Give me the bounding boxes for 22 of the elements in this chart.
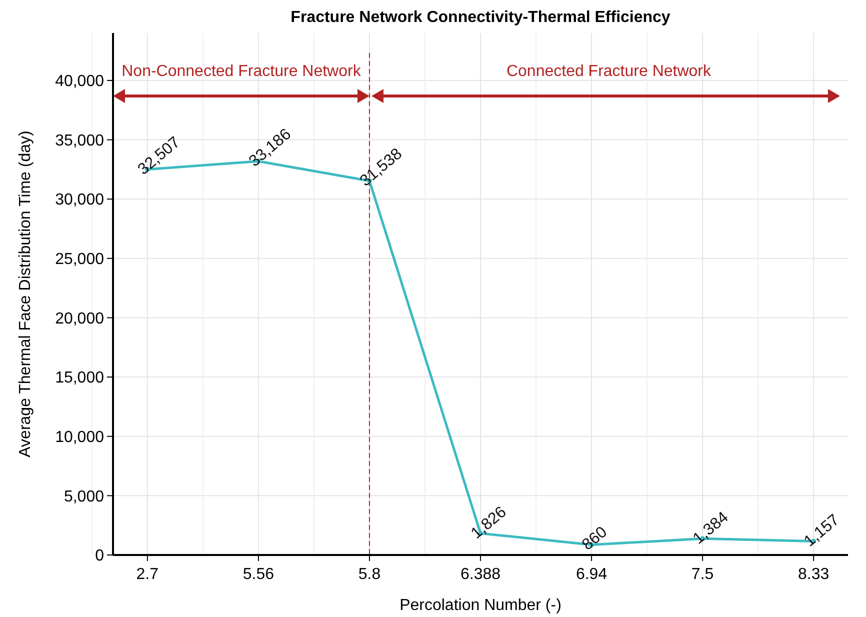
- y-tick-label: 0: [95, 548, 104, 565]
- x-tick-label: 8.33: [798, 566, 830, 583]
- x-axis-title: Percolation Number (-): [400, 597, 562, 614]
- x-tick-label: 7.5: [691, 566, 714, 583]
- x-tick-label: 6.94: [576, 566, 608, 583]
- x-tick-label: 5.56: [242, 566, 274, 583]
- x-tick-label: 5.8: [358, 566, 381, 583]
- y-tick-label: 40,000: [55, 73, 104, 90]
- y-axis-title: Average Thermal Face Distribution Time (day): [17, 130, 34, 458]
- y-tick-label: 25,000: [55, 251, 104, 268]
- chart-title: Fracture Network Connectivity-Thermal Efficiency: [290, 9, 670, 26]
- x-tick-label: 6.388: [460, 566, 501, 583]
- y-tick-label: 30,000: [55, 192, 104, 209]
- y-tick-label: 15,000: [55, 370, 104, 387]
- y-tick-label: 5,000: [64, 488, 104, 506]
- annotation: Non-Connected Fracture Network: [122, 63, 362, 80]
- annotation: Connected Fracture Network: [506, 63, 712, 80]
- y-tick-label: 20,000: [55, 310, 104, 328]
- y-tick-label: 35,000: [55, 132, 104, 150]
- y-tick-label: 10,000: [55, 428, 104, 446]
- x-tick-label: 2.7: [136, 566, 159, 583]
- data-label: 860: [579, 524, 611, 554]
